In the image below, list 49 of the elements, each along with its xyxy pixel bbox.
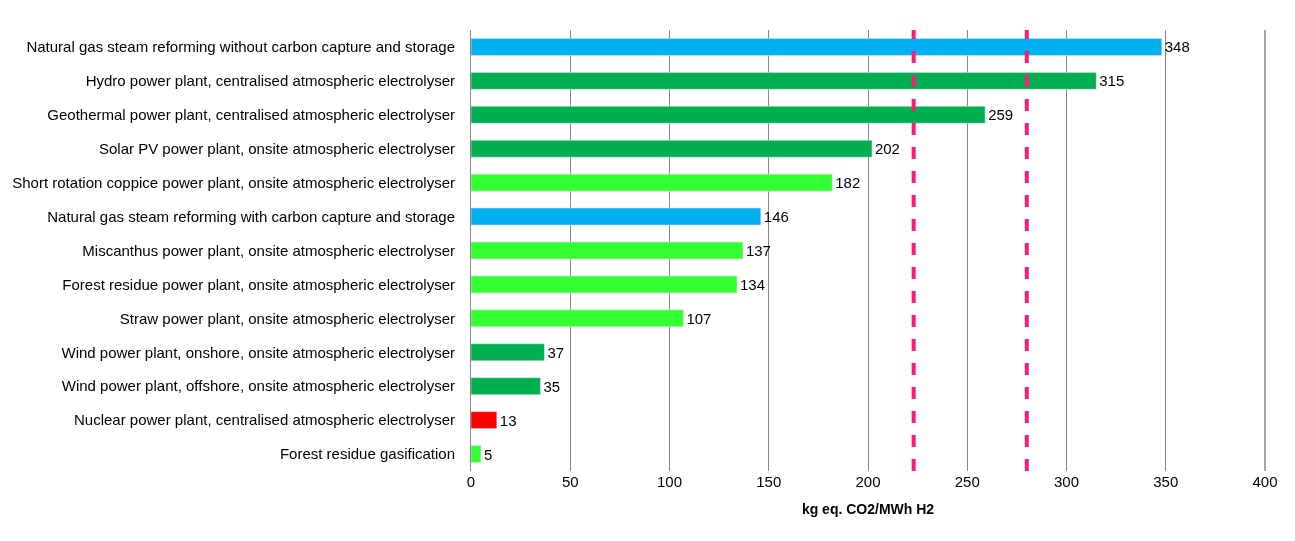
x-tick-label: 100 <box>656 473 683 490</box>
x-tick-label: 300 <box>1053 473 1080 490</box>
bar <box>471 140 873 158</box>
bar <box>471 207 762 226</box>
y-tick-label: Miscanthus power plant, onsite atmospheric electrolyser <box>82 241 455 259</box>
bar <box>471 173 833 192</box>
data-label: 13 <box>499 411 517 429</box>
y-tick-label: Forest residue gasification <box>279 445 455 463</box>
x-axis-title: kg eq. CO2/MWh H2 <box>801 501 935 518</box>
y-tick-label: Geothermal power plant, centralised atmospheric electrolyser <box>47 106 455 124</box>
y-tick-label: Natural gas steam reforming without carbon capture and storage <box>26 38 455 56</box>
y-tick-label: Wind power plant, onshore, onsite atmospheric electrolyser <box>61 343 455 361</box>
data-label: 5 <box>483 445 493 463</box>
y-tick-label: Solar PV power plant, onsite atmospheric electrolyser <box>98 139 455 157</box>
data-label: 315 <box>1099 72 1125 90</box>
y-tick-label: Hydro power plant, centralised atmospheric electrolyser <box>85 72 455 90</box>
y-tick-label: Forest residue power plant, onsite atmospheric electrolyser <box>62 275 455 293</box>
bar <box>471 72 1097 90</box>
x-tick-label: 350 <box>1153 473 1179 490</box>
data-label: 37 <box>547 343 565 361</box>
y-tick-label: Wind power plant, offshore, onsite atmospheric electrolyser <box>61 377 455 395</box>
data-label: 202 <box>874 140 900 158</box>
y-tick-label: Natural gas steam reforming with carbon capture and storage <box>47 207 455 225</box>
x-tick-label: 250 <box>954 473 980 490</box>
x-tick-label: 150 <box>756 473 782 490</box>
y-tick-label: Short rotation coppice power plant, onsite atmospheric electrolyser <box>12 173 455 191</box>
bar <box>471 411 498 429</box>
x-tick-label: 0 <box>466 473 476 490</box>
data-label: 35 <box>543 377 561 395</box>
bar <box>471 377 541 395</box>
bar <box>471 445 482 463</box>
x-tick-label: 50 <box>561 473 579 490</box>
data-label: 259 <box>988 106 1014 124</box>
bar <box>471 309 684 328</box>
bar <box>471 241 744 260</box>
x-tick-label: 400 <box>1252 473 1278 490</box>
bar <box>471 275 738 294</box>
y-tick-label: Straw power plant, onsite atmospheric electrolyser <box>119 309 455 327</box>
y-tick-label: Nuclear power plant, centralised atmospheric electrolyser <box>73 411 455 429</box>
data-label: 107 <box>686 309 712 327</box>
data-label: 137 <box>745 241 771 259</box>
x-tick-label: 200 <box>855 473 881 490</box>
bar <box>471 343 545 361</box>
data-label: 134 <box>740 275 765 293</box>
bar <box>471 38 1163 56</box>
bar <box>471 106 986 124</box>
data-label: 146 <box>763 208 789 226</box>
data-label: 348 <box>1164 38 1190 56</box>
data-label: 182 <box>835 174 861 192</box>
